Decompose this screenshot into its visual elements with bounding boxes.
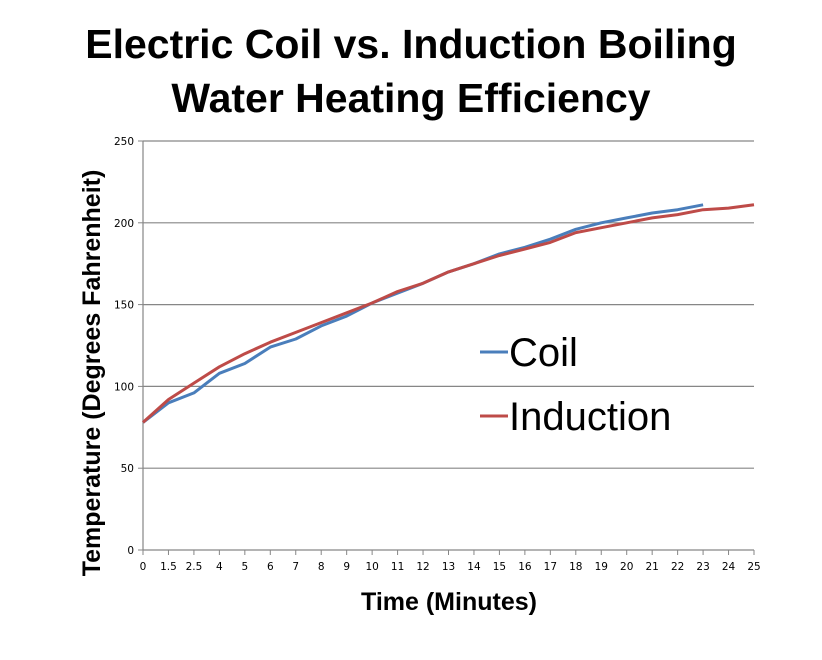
x-tick-label: 2.5 bbox=[186, 561, 203, 573]
y-tick-label: 0 bbox=[127, 545, 134, 557]
x-tick-label: 5 bbox=[241, 561, 248, 573]
x-tick-label: 18 bbox=[569, 561, 582, 573]
x-tick-label: 11 bbox=[391, 561, 404, 573]
y-tick-label: 250 bbox=[114, 136, 134, 148]
legend: Coil Induction bbox=[480, 331, 671, 439]
x-tick-label: 4 bbox=[216, 561, 223, 573]
series-line-induction bbox=[141, 203, 755, 424]
y-tick-label: 100 bbox=[114, 381, 134, 393]
x-tick-label: 12 bbox=[416, 561, 429, 573]
x-tick-label: 22 bbox=[671, 561, 684, 573]
x-tick-label: 14 bbox=[467, 561, 481, 573]
chart-title-line-2: Water Heating Efficiency bbox=[171, 75, 650, 121]
y-tick-label: 50 bbox=[121, 463, 134, 475]
series-line-coil bbox=[142, 203, 704, 424]
y-tick-label: 150 bbox=[114, 300, 134, 312]
x-tick-label: 17 bbox=[544, 561, 557, 573]
x-tick-label: 13 bbox=[442, 561, 455, 573]
legend-label-induction: Induction bbox=[509, 395, 671, 439]
x-tick-label: 7 bbox=[292, 561, 299, 573]
x-tick-label: 21 bbox=[645, 561, 658, 573]
x-tick-label: 23 bbox=[696, 561, 709, 573]
chart-title-line-1: Electric Coil vs. Induction Boiling bbox=[85, 21, 737, 67]
y-tick-label: 200 bbox=[114, 218, 134, 230]
x-tick-label: 10 bbox=[365, 561, 378, 573]
x-tick-label: 8 bbox=[318, 561, 325, 573]
x-tick-label: 0 bbox=[140, 561, 147, 573]
x-tick-label: 25 bbox=[747, 561, 760, 573]
legend-label-coil: Coil bbox=[509, 331, 578, 375]
x-tick-label: 24 bbox=[722, 561, 736, 573]
x-tick-label: 1.5 bbox=[160, 561, 177, 573]
x-tick-label: 19 bbox=[595, 561, 608, 573]
y-axis-label: Temperature (Degrees Fahrenheit) bbox=[78, 170, 106, 577]
x-tick-label: 20 bbox=[620, 561, 633, 573]
x-tick-label: 16 bbox=[518, 561, 532, 573]
x-axis-label: Time (Minutes) bbox=[361, 588, 537, 616]
x-tick-label: 6 bbox=[267, 561, 274, 573]
x-tick-label: 9 bbox=[343, 561, 350, 573]
x-tick-label: 15 bbox=[493, 561, 506, 573]
